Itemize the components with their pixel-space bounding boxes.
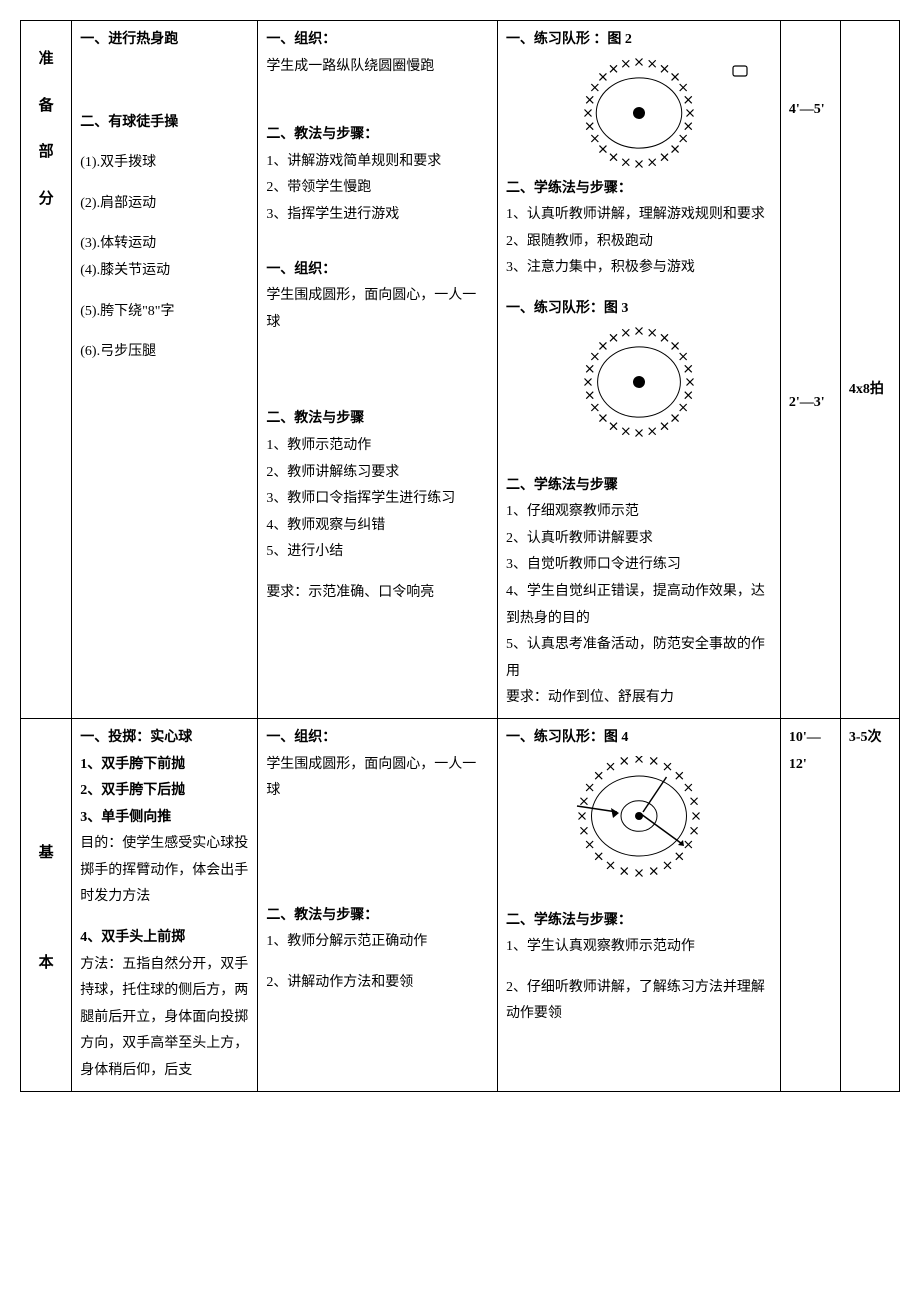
prep-c3-s4-item: 2、认真听教师讲解要求 [506, 526, 772, 553]
prep-c2-s3h: 一、组织： [266, 257, 489, 284]
base-c1-b2: 2、双手胯下后抛 [80, 778, 249, 805]
base-c3-s2-item: 1、学生认真观察教师示范动作 [506, 934, 772, 961]
prep-label-2: 部 [29, 138, 63, 167]
prep-c1-item: (5).胯下绕"8"字 [80, 299, 249, 326]
base-c1-b3: 3、单手侧向推 [80, 805, 249, 832]
prep-c1-h1: 一、进行热身跑 [80, 27, 249, 54]
prep-c3-s4-item: 4、学生自觉纠正错误，提高动作效果，达到热身的目的 [506, 579, 772, 632]
prep-c2-s4-item: 4、教师观察与纠错 [266, 513, 489, 540]
base-c1-h1: 一、投掷：实心球 [80, 725, 249, 752]
prep-label-3: 分 [29, 185, 63, 214]
prep-c3-s2-item: 3、注意力集中，积极参与游戏 [506, 255, 772, 282]
prep-c2-s2-item: 1、讲解游戏简单规则和要求 [266, 149, 489, 176]
base-c2-s2h: 二、教法与步骤： [266, 903, 489, 930]
prep-c2-s4h: 二、教法与步骤 [266, 406, 489, 433]
prep-c3-s4h: 二、学练法与步骤 [506, 473, 772, 500]
prep-c3-s2-item: 1、认真听教师讲解，理解游戏规则和要求 [506, 202, 772, 229]
prep-c2-s4-item: 5、进行小结 [266, 539, 489, 566]
prep-time-b: 2'—3' [789, 390, 832, 417]
prep-c1-item: (1).双手拨球 [80, 150, 249, 177]
prep-c2-s4req: 要求：示范准确、口令响亮 [266, 580, 489, 607]
base-c2-s2-item: 2、讲解动作方法和要领 [266, 970, 489, 997]
figure-3-diagram [529, 327, 749, 437]
base-label-0: 基 [29, 839, 63, 868]
prep-c1-item: (2).肩部运动 [80, 191, 249, 218]
prep-c1-item: (6).弓步压腿 [80, 339, 249, 366]
base-c3-s2h: 二、学练法与步骤： [506, 908, 772, 935]
prep-c3-s4req: 要求：动作到位、舒展有力 [506, 685, 772, 712]
prep-c2-s2-item: 3、指挥学生进行游戏 [266, 202, 489, 229]
base-c3-s2-item: 2、仔细听教师讲解，了解练习方法并理解动作要领 [506, 975, 772, 1028]
base-c2-s1t: 学生围成圆形，面向圆心，一人一球 [266, 752, 489, 805]
prep-c3-s4-item: 5、认真思考准备活动，防范安全事故的作用 [506, 632, 772, 685]
prep-c3-s2h: 二、学练法与步骤： [506, 176, 772, 203]
prep-time-a: 4'—5' [789, 97, 832, 124]
prep-c2-s4-item: 3、教师口令指挥学生进行练习 [266, 486, 489, 513]
prep-c2-s4-item: 1、教师示范动作 [266, 433, 489, 460]
prep-count: 4x8拍 [849, 377, 891, 404]
figure-4-diagram [529, 756, 749, 886]
prep-c3-s1h: 一、练习队形 ：图 2 [506, 27, 772, 54]
prep-c2-s2-item: 2、带领学生慢跑 [266, 175, 489, 202]
base-c1-b4: 4、双手头上前掷 [80, 925, 249, 952]
prep-c1-item: (4).膝关节运动 [80, 258, 249, 285]
base-c2-s1h: 一、组织： [266, 725, 489, 752]
prep-c3-s2-item: 2、跟随教师，积极跑动 [506, 229, 772, 256]
base-time: 10'—12' [789, 725, 832, 778]
figure-2-diagram [529, 58, 749, 168]
base-c3-s1h: 一、练习队形：图 4 [506, 725, 772, 752]
prep-c3-s3h: 一、练习队形：图 3 [506, 296, 772, 323]
base-c2-s2-item: 1、教师分解示范正确动作 [266, 929, 489, 956]
prep-c3-s4-item: 1、仔细观察教师示范 [506, 499, 772, 526]
prep-c2-s1t: 学生成一路纵队绕圆圈慢跑 [266, 54, 489, 81]
base-count: 3-5次 [849, 725, 891, 752]
prep-c2-s1h: 一、组织： [266, 27, 489, 54]
prep-c2-s2h: 二、教法与步骤： [266, 122, 489, 149]
base-c1-goal: 目的：使学生感受实心球投掷手的挥臂动作，体会出手时发力方法 [80, 831, 249, 911]
base-label-1: 本 [29, 949, 63, 978]
prep-c1-item: (3).体转运动 [80, 231, 249, 258]
prep-c2-s4-item: 2、教师讲解练习要求 [266, 460, 489, 487]
prep-label-0: 准 [29, 45, 63, 74]
prep-c3-s4-item: 3、自觉听教师口令进行练习 [506, 552, 772, 579]
prep-c1-h2: 二、有球徒手操 [80, 110, 249, 137]
base-c1-method: 方法：五指自然分开，双手持球，托住球的侧后方，两腿前后开立，身体面向投掷方向，双… [80, 952, 249, 1085]
prep-label-1: 备 [29, 92, 63, 121]
prep-c2-s3t: 学生围成圆形，面向圆心，一人一球 [266, 283, 489, 336]
base-c1-b1: 1、双手胯下前抛 [80, 752, 249, 779]
